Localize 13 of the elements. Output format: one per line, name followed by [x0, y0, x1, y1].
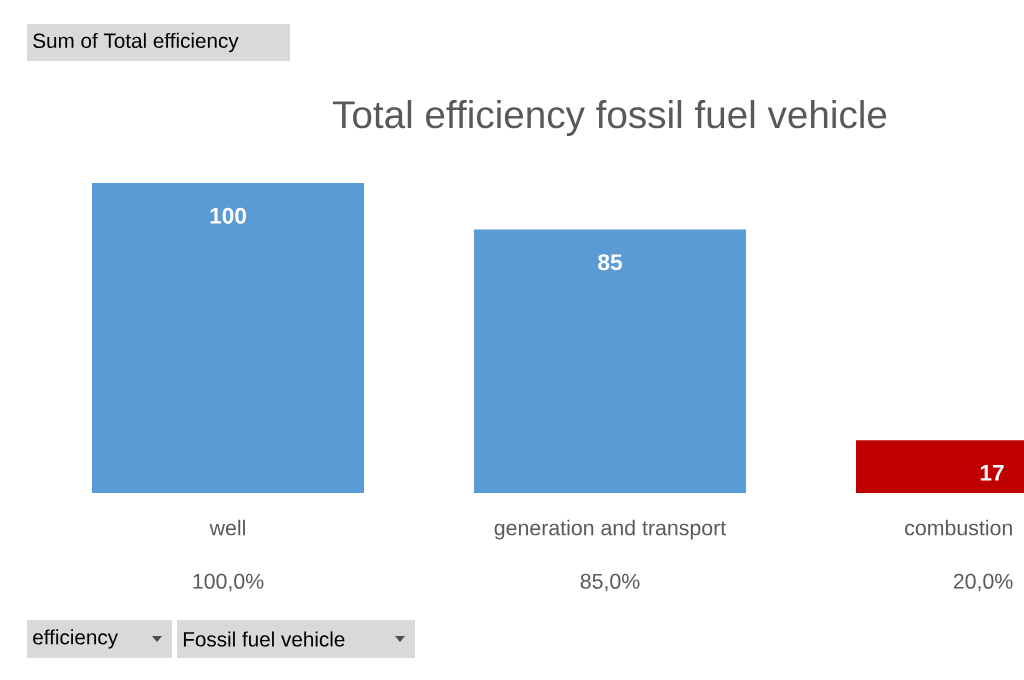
x-tick-label: combustion: [905, 519, 1012, 536]
text: efficiency: [33, 629, 118, 649]
data-label: 100: [210, 207, 246, 224]
text: Fossil fuel vehicle: [183, 631, 345, 647]
text: Sum of Total efficiency: [33, 32, 239, 53]
text: 20,0%: [953, 573, 1013, 592]
x-tick-label: well: [209, 519, 245, 536]
text: 85,0%: [580, 573, 640, 592]
chart-title: Total efficiency fossil fuel vehicle: [332, 99, 887, 137]
x-tick-label: generation and transport: [494, 519, 727, 540]
text: 100,0%: [193, 573, 264, 592]
data-label: 17: [980, 465, 1004, 481]
data-label: 85: [598, 254, 622, 271]
